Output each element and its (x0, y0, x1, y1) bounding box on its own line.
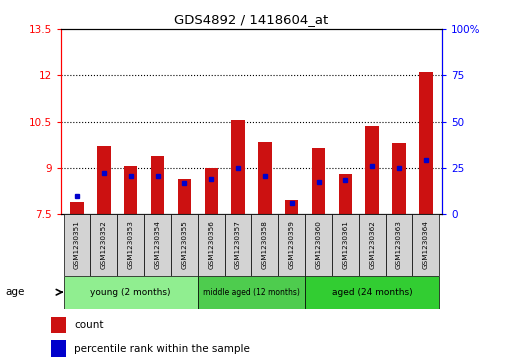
Text: GSM1230351: GSM1230351 (74, 221, 80, 269)
Bar (70, 202, 84, 214)
Bar (419, 72, 433, 214)
Bar (312, 148, 325, 214)
Text: aged (24 months): aged (24 months) (332, 288, 412, 297)
Bar (171, 214, 198, 276)
Text: GSM1230354: GSM1230354 (154, 221, 161, 269)
Bar (117, 214, 144, 276)
Bar (51, 340, 67, 357)
Text: middle aged (12 months): middle aged (12 months) (203, 288, 300, 297)
Text: young (2 months): young (2 months) (90, 288, 171, 297)
Bar (51, 317, 67, 334)
Text: GSM1230358: GSM1230358 (262, 221, 268, 269)
Bar (97, 146, 111, 214)
Text: GSM1230355: GSM1230355 (181, 221, 187, 269)
Text: GSM1230363: GSM1230363 (396, 221, 402, 269)
Text: GSM1230361: GSM1230361 (342, 221, 348, 269)
Bar (365, 126, 379, 214)
Bar (412, 214, 439, 276)
Text: percentile rank within the sample: percentile rank within the sample (74, 344, 250, 354)
Text: GSM1230353: GSM1230353 (128, 221, 134, 269)
Bar (386, 214, 412, 276)
Bar (258, 142, 272, 214)
Bar (198, 214, 225, 276)
Text: GSM1230357: GSM1230357 (235, 221, 241, 269)
Title: GDS4892 / 1418604_at: GDS4892 / 1418604_at (174, 13, 329, 26)
Bar (285, 200, 298, 214)
Text: count: count (74, 321, 104, 330)
Bar (305, 276, 439, 309)
Bar (392, 143, 406, 214)
Text: GSM1230362: GSM1230362 (369, 221, 375, 269)
Text: GSM1230364: GSM1230364 (423, 221, 429, 269)
Bar (305, 214, 332, 276)
Bar (205, 168, 218, 214)
Bar (231, 120, 245, 214)
Bar (64, 214, 90, 276)
Bar (278, 214, 305, 276)
Bar (178, 179, 191, 214)
Bar (332, 214, 359, 276)
Bar (339, 174, 352, 214)
Bar (359, 214, 386, 276)
Text: GSM1230352: GSM1230352 (101, 221, 107, 269)
Bar (225, 214, 251, 276)
Bar (251, 214, 278, 276)
Bar (124, 166, 138, 214)
Bar (90, 214, 117, 276)
Bar (198, 276, 305, 309)
Bar (144, 214, 171, 276)
Bar (64, 276, 198, 309)
Bar (151, 156, 164, 214)
Text: GSM1230360: GSM1230360 (315, 221, 322, 269)
Text: GSM1230356: GSM1230356 (208, 221, 214, 269)
Text: age: age (5, 287, 24, 297)
Text: GSM1230359: GSM1230359 (289, 221, 295, 269)
